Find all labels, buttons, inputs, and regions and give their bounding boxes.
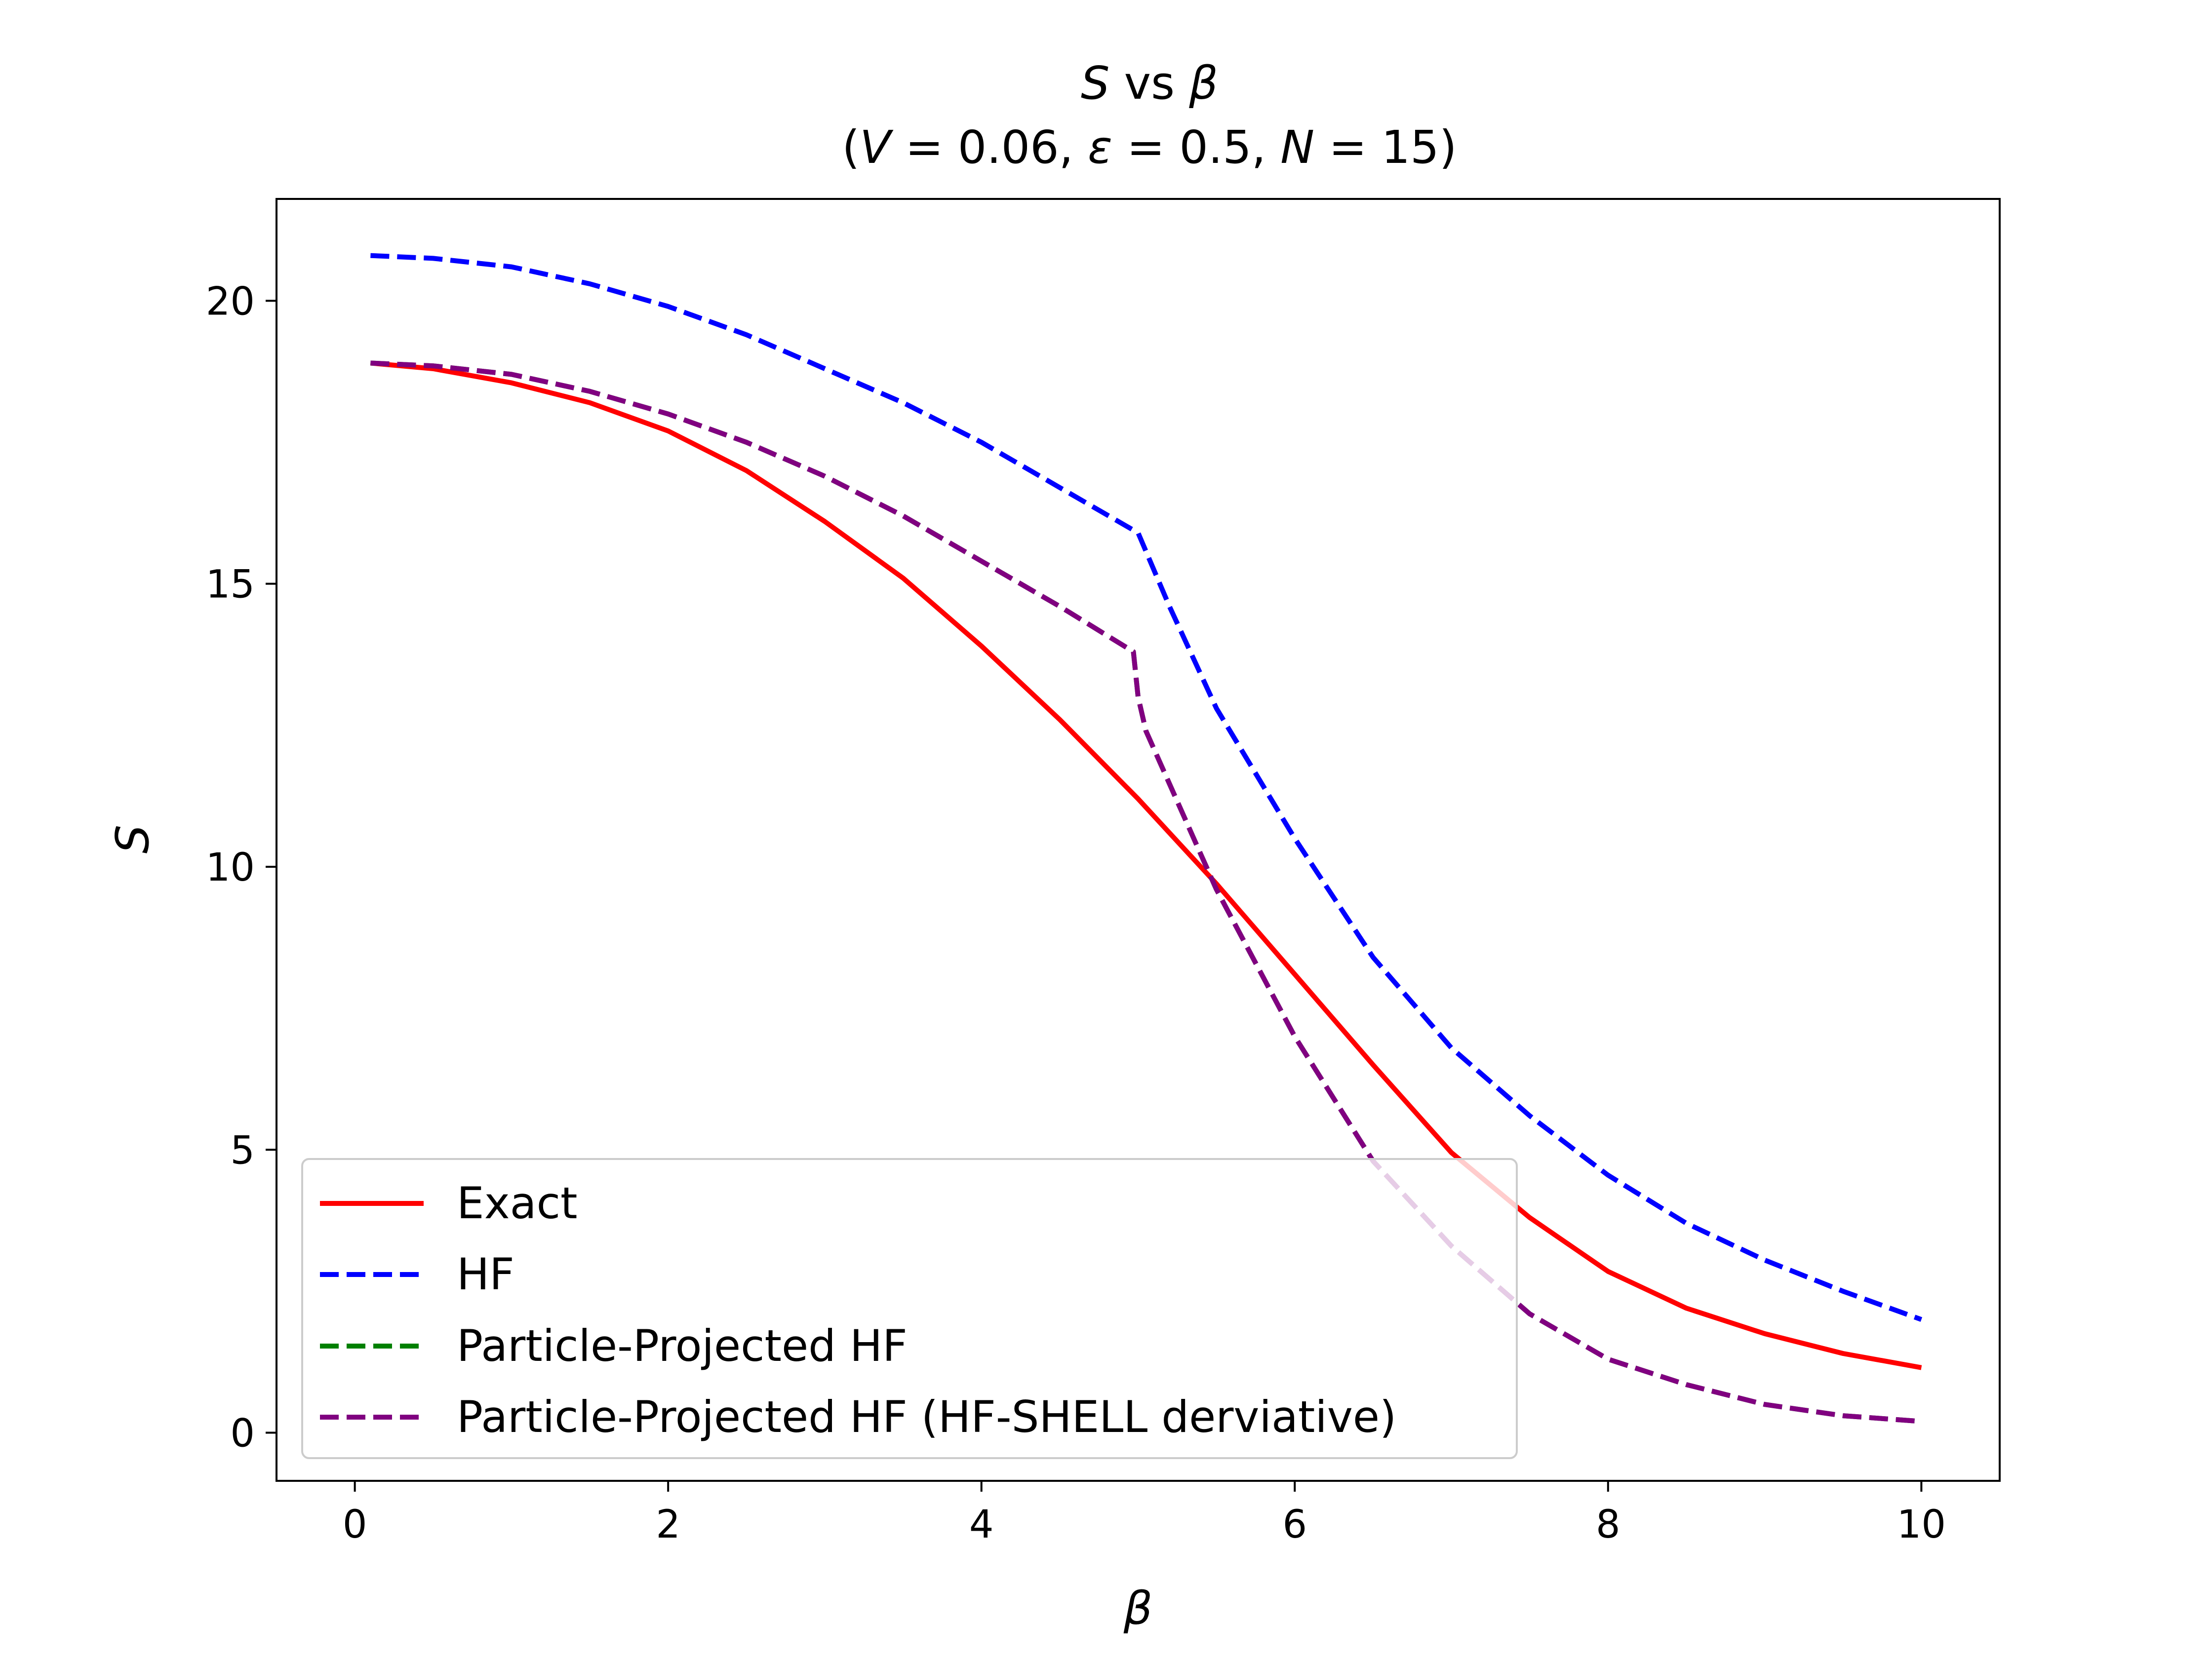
x-tick-label: 6 xyxy=(1282,1503,1307,1547)
y-tick-label: 0 xyxy=(230,1412,255,1456)
x-tick-label: 2 xyxy=(656,1503,680,1547)
legend-label-3: Particle-Projected HF xyxy=(457,1320,908,1371)
series-line-4 xyxy=(370,360,1922,1424)
legend-box xyxy=(301,1158,1518,1459)
y-axis-ticks: 0 5 10 15 20 xyxy=(206,279,276,1456)
x-axis-ticks: 0 2 4 6 8 10 xyxy=(343,1481,1946,1547)
y-tick-label: 5 xyxy=(230,1128,255,1173)
x-tick-label: 8 xyxy=(1596,1503,1620,1547)
legend: Exact HF Particle-Projected HF Particle-Pro… xyxy=(301,1158,1518,1459)
legend-label-1: Exact xyxy=(457,1178,578,1229)
x-tick-label: 10 xyxy=(1897,1503,1946,1547)
series-line-2 xyxy=(370,253,1923,1322)
chart-title-line2: (V = 0.06, ε = 0.5, N = 15) xyxy=(842,121,1457,174)
series-line-1 xyxy=(370,360,1922,1370)
chart-title-line1: S vs β xyxy=(1081,57,1218,110)
y-tick-label: 20 xyxy=(206,279,255,324)
x-axis-label: β xyxy=(1123,1582,1153,1635)
x-tick-label: 4 xyxy=(969,1503,994,1547)
y-tick-label: 10 xyxy=(206,846,255,890)
series-layer xyxy=(370,253,1923,1424)
legend-label-2: HF xyxy=(457,1249,514,1300)
plot-area-frame xyxy=(276,198,2001,1482)
y-axis-label: S xyxy=(106,825,159,853)
x-tick-label: 0 xyxy=(343,1503,367,1547)
y-tick-label: 15 xyxy=(206,563,255,607)
legend-label-4: Particle-Projected HF (HF-SHELL derviati… xyxy=(457,1391,1396,1442)
